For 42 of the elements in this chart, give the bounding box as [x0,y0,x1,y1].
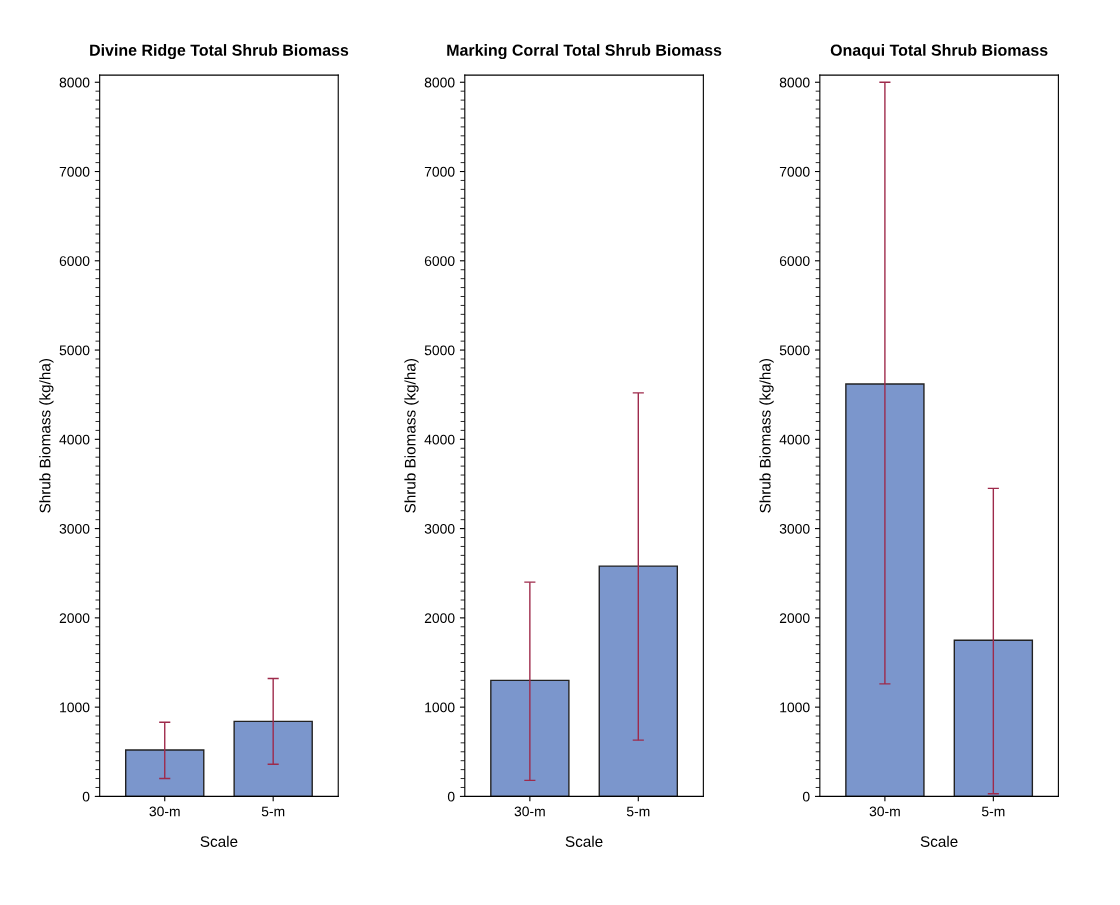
y-tick-label: 0 [447,791,455,802]
y-tick-label: 7000 [59,166,90,177]
y-tick-label: 2000 [59,613,90,624]
y-tick-label: 1000 [425,702,455,713]
y-tick-label: 4000 [59,434,90,445]
x-tick-label: 5-m [981,806,1005,817]
chart-title: Marking Corral Total Shrub Biomass [447,44,722,60]
y-tick-label: 7000 [779,166,810,177]
y-axis-title: Shrub Biomass (kg/ha) [39,359,54,513]
y-tick-label: 6000 [779,256,810,266]
x-tick-label: 30-m [149,806,180,817]
y-tick-label: 6000 [59,256,90,266]
y-tick-label: 0 [82,791,90,802]
x-axis-title: Scale [920,835,958,847]
y-tick-label: 5000 [424,345,455,356]
y-axis-title: Shrub Biomass (kg/ha) [404,359,419,513]
x-tick-label: 5-m [261,806,285,817]
y-axis-title: Shrub Biomass (kg/ha) [759,359,774,513]
x-axis-title: Scale [565,835,603,847]
x-tick-label: 30-m [869,806,900,817]
y-tick-label: 4000 [779,434,810,445]
y-tick-label: 3000 [779,523,810,534]
y-tick-label: 3000 [424,523,455,534]
x-axis-title: Scale [200,835,238,847]
y-tick-label: 7000 [424,166,455,177]
y-tick-label: 8000 [424,77,455,88]
y-tick-label: 1000 [60,702,90,713]
y-tick-label: 2000 [424,613,455,624]
y-tick-label: 0 [802,791,810,802]
x-tick-label: 30-m [514,806,545,817]
chart-title: Divine Ridge Total Shrub Biomass [90,44,349,60]
y-tick-label: 8000 [59,77,90,88]
chart-title: Onaqui Total Shrub Biomass [830,44,1048,59]
y-tick-label: 3000 [59,523,90,534]
x-tick-label: 5-m [626,806,650,817]
y-tick-label: 4000 [424,434,455,445]
y-tick-label: 5000 [779,345,810,356]
y-tick-label: 1000 [780,702,810,713]
y-tick-label: 8000 [779,77,810,88]
y-tick-label: 6000 [424,256,455,266]
y-tick-label: 2000 [779,613,810,624]
y-tick-label: 5000 [59,345,90,356]
